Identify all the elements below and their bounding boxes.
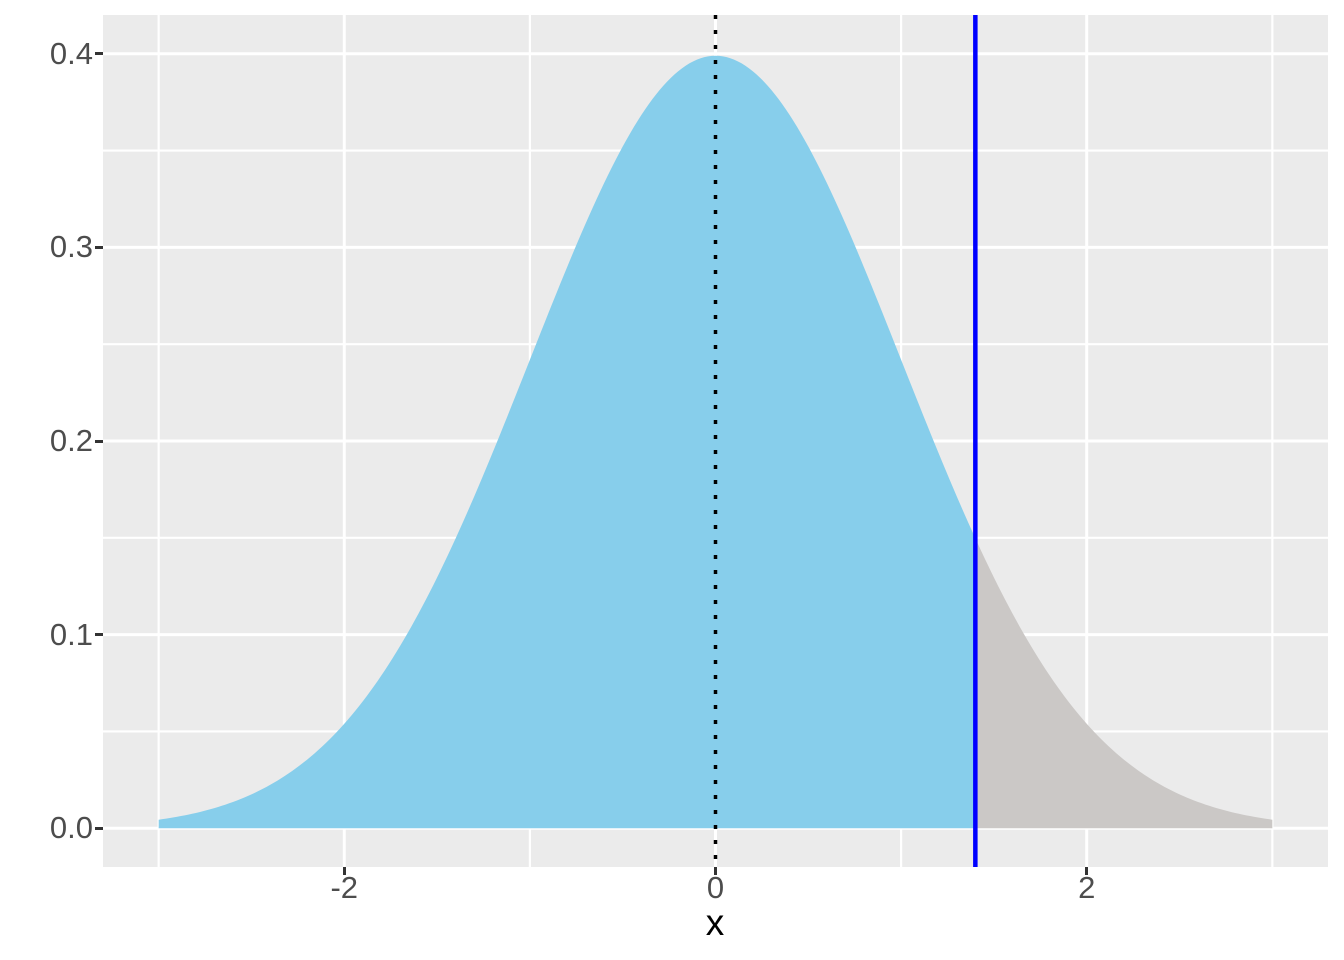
density-area-body	[158, 55, 976, 829]
x-tick-label: 2	[1078, 870, 1096, 905]
y-tick-mark	[95, 245, 103, 249]
x-axis-title: x	[705, 902, 725, 943]
x-tick-mark	[342, 867, 346, 875]
y-tick-mark	[95, 633, 103, 637]
y-tick-label: 0.4	[49, 35, 93, 71]
y-tick-label: 0.3	[49, 229, 93, 265]
density-area-upper-tail	[975, 538, 1273, 829]
y-tick-mark	[95, 52, 103, 56]
x-tick-mark	[1085, 867, 1089, 875]
y-tick-label: 0.1	[49, 616, 93, 652]
y-tick-mark	[95, 826, 103, 830]
x-tick-label: 0	[706, 870, 725, 905]
x-tick-label: -2	[330, 870, 359, 905]
plot-panel	[103, 15, 1328, 867]
y-tick-label: 0.0	[49, 810, 93, 846]
x-tick-mark	[714, 867, 717, 875]
y-tick-label: 0.2	[49, 423, 93, 458]
y-tick-mark	[95, 439, 103, 443]
plot-canvas	[103, 15, 1328, 867]
